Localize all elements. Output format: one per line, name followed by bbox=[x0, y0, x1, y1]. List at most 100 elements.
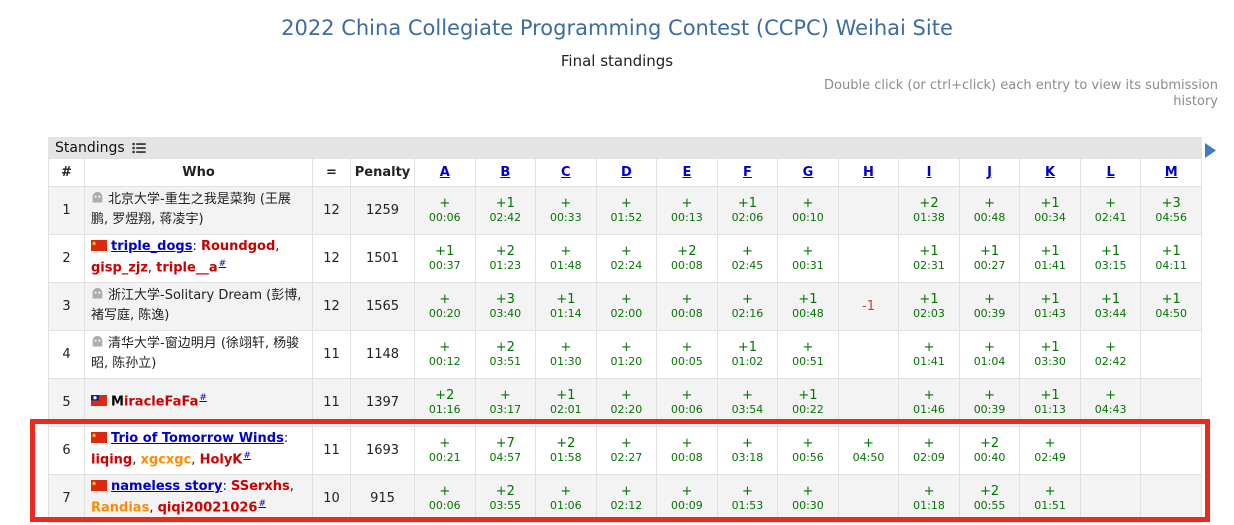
result-cell-E[interactable]: +00:08 bbox=[656, 426, 718, 475]
team-detail-sup-link[interactable]: # bbox=[199, 392, 207, 403]
result-cell-G[interactable]: +1 00:48 bbox=[777, 282, 839, 331]
problem-link-F[interactable]: F bbox=[742, 165, 752, 180]
result-cell-K[interactable]: +1 01:13 bbox=[1019, 378, 1081, 427]
result-cell-K[interactable]: +1 03:30 bbox=[1019, 330, 1081, 379]
result-cell-H[interactable] bbox=[837, 186, 900, 235]
result-cell-F[interactable]: +03:18 bbox=[716, 426, 779, 475]
team-cell[interactable]: 清华大学-窗边明月 (徐翊轩, 杨骏昭, 陈孙立) bbox=[84, 330, 313, 379]
result-cell-M[interactable] bbox=[1140, 378, 1202, 427]
problem-link-L[interactable]: L bbox=[1106, 165, 1115, 180]
result-cell-H[interactable] bbox=[837, 378, 900, 427]
result-cell-F[interactable]: +02:45 bbox=[716, 234, 779, 283]
result-cell-I[interactable]: +01:46 bbox=[898, 378, 960, 427]
result-cell-C[interactable]: +2 01:58 bbox=[535, 426, 597, 475]
result-cell-D[interactable]: +01:52 bbox=[595, 186, 658, 235]
result-cell-E[interactable]: +00:08 bbox=[656, 282, 718, 331]
result-cell-I[interactable]: +2 01:38 bbox=[898, 186, 960, 235]
result-cell-H[interactable]: +04:50 bbox=[837, 426, 900, 475]
result-cell-J[interactable]: +1 00:27 bbox=[958, 234, 1021, 283]
list-icon[interactable] bbox=[131, 142, 146, 154]
result-cell-I[interactable]: +02:09 bbox=[898, 426, 960, 475]
result-cell-J[interactable]: +00:48 bbox=[958, 186, 1021, 235]
problem-link-M[interactable]: M bbox=[1164, 165, 1178, 180]
result-cell-A[interactable]: +00:20 bbox=[414, 282, 476, 331]
result-cell-B[interactable]: +2 03:55 bbox=[474, 474, 537, 523]
problem-link-A[interactable]: A bbox=[439, 165, 450, 180]
result-cell-E[interactable]: +00:13 bbox=[656, 186, 718, 235]
team-link[interactable]: triple_dogs bbox=[111, 239, 193, 255]
result-cell-F[interactable]: +02:16 bbox=[716, 282, 779, 331]
team-link[interactable]: nameless story bbox=[111, 479, 223, 495]
result-cell-J[interactable]: +2 00:40 bbox=[958, 426, 1021, 475]
result-cell-I[interactable]: +01:41 bbox=[898, 330, 960, 379]
result-cell-H[interactable] bbox=[837, 330, 900, 379]
result-cell-B[interactable]: +3 03:40 bbox=[474, 282, 537, 331]
problem-link-E[interactable]: E bbox=[682, 165, 692, 180]
result-cell-B[interactable]: +7 04:57 bbox=[474, 426, 537, 475]
result-cell-G[interactable]: +1 00:22 bbox=[777, 378, 839, 427]
result-cell-M[interactable] bbox=[1140, 426, 1202, 475]
result-cell-I[interactable]: +1 02:03 bbox=[898, 282, 960, 331]
result-cell-L[interactable]: +02:41 bbox=[1079, 186, 1142, 235]
result-cell-A[interactable]: +00:06 bbox=[414, 186, 476, 235]
problem-link-K[interactable]: K bbox=[1045, 165, 1056, 180]
result-cell-B[interactable]: +03:17 bbox=[474, 378, 537, 427]
result-cell-F[interactable]: +1 01:02 bbox=[716, 330, 779, 379]
result-cell-D[interactable]: +02:00 bbox=[595, 282, 658, 331]
team-detail-sup-link[interactable]: # bbox=[258, 499, 267, 510]
result-cell-J[interactable]: +2 00:55 bbox=[958, 474, 1021, 523]
result-cell-E[interactable]: +2 00:08 bbox=[656, 234, 718, 283]
result-cell-M[interactable]: +3 04:56 bbox=[1140, 186, 1202, 235]
problem-link-D[interactable]: D bbox=[620, 165, 632, 180]
result-cell-B[interactable]: +2 03:51 bbox=[474, 330, 537, 379]
result-cell-E[interactable]: +00:06 bbox=[656, 378, 718, 427]
result-cell-M[interactable]: +1 04:50 bbox=[1140, 282, 1202, 331]
problem-link-H[interactable]: H bbox=[863, 165, 874, 180]
result-cell-H[interactable] bbox=[837, 474, 900, 523]
result-cell-A[interactable]: +00:06 bbox=[414, 474, 476, 523]
result-cell-J[interactable]: +01:04 bbox=[958, 330, 1021, 379]
result-cell-F[interactable]: +1 02:06 bbox=[716, 186, 779, 235]
result-cell-G[interactable]: +00:30 bbox=[777, 474, 839, 523]
result-cell-A[interactable]: +00:12 bbox=[414, 330, 476, 379]
team-cell[interactable]: triple_dogs: Roundgod, gisp_zjz, triple_… bbox=[84, 234, 313, 283]
problem-link-I[interactable]: I bbox=[926, 165, 932, 180]
result-cell-K[interactable]: +1 01:41 bbox=[1019, 234, 1081, 283]
result-cell-M[interactable]: +1 04:11 bbox=[1140, 234, 1202, 283]
result-cell-D[interactable]: +01:20 bbox=[595, 330, 658, 379]
result-cell-F[interactable]: +01:53 bbox=[716, 474, 779, 523]
result-cell-B[interactable]: +1 02:42 bbox=[474, 186, 537, 235]
result-cell-D[interactable]: +02:12 bbox=[595, 474, 658, 523]
result-cell-L[interactable] bbox=[1079, 474, 1142, 523]
result-cell-K[interactable]: +02:49 bbox=[1019, 426, 1081, 475]
result-cell-M[interactable] bbox=[1140, 474, 1202, 523]
result-cell-D[interactable]: +02:20 bbox=[595, 378, 658, 427]
result-cell-J[interactable]: +00:39 bbox=[958, 282, 1021, 331]
result-cell-A[interactable]: +00:21 bbox=[414, 426, 476, 475]
result-cell-G[interactable]: +00:51 bbox=[777, 330, 839, 379]
problem-link-B[interactable]: B bbox=[500, 165, 511, 180]
result-cell-K[interactable]: +01:51 bbox=[1019, 474, 1081, 523]
result-cell-M[interactable] bbox=[1140, 330, 1202, 379]
problem-link-C[interactable]: C bbox=[561, 165, 571, 180]
team-cell[interactable]: Trio of Tomorrow Winds: liqing, xgcxgc, … bbox=[84, 426, 313, 475]
result-cell-K[interactable]: +1 01:43 bbox=[1019, 282, 1081, 331]
result-cell-G[interactable]: +00:10 bbox=[777, 186, 839, 235]
result-cell-L[interactable] bbox=[1079, 426, 1142, 475]
team-detail-sup-link[interactable]: # bbox=[243, 451, 251, 462]
result-cell-I[interactable]: +01:18 bbox=[898, 474, 960, 523]
team-cell[interactable]: MiracleFaFa# bbox=[84, 378, 313, 427]
result-cell-E[interactable]: +00:09 bbox=[656, 474, 718, 523]
result-cell-G[interactable]: +00:56 bbox=[777, 426, 839, 475]
result-cell-C[interactable]: +00:33 bbox=[535, 186, 597, 235]
result-cell-C[interactable]: +01:06 bbox=[535, 474, 597, 523]
result-cell-D[interactable]: +02:27 bbox=[595, 426, 658, 475]
result-cell-G[interactable]: +00:31 bbox=[777, 234, 839, 283]
result-cell-H[interactable] bbox=[837, 234, 900, 283]
result-cell-H[interactable]: -1 bbox=[837, 282, 900, 331]
result-cell-C[interactable]: +1 01:14 bbox=[535, 282, 597, 331]
result-cell-A[interactable]: +2 01:16 bbox=[414, 378, 476, 427]
problem-link-G[interactable]: G bbox=[802, 165, 814, 180]
result-cell-F[interactable]: +03:54 bbox=[716, 378, 779, 427]
result-cell-B[interactable]: +2 01:23 bbox=[474, 234, 537, 283]
